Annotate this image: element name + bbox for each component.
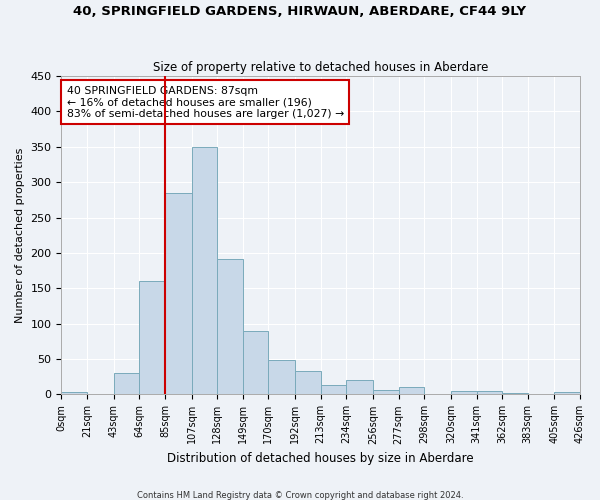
Text: 40, SPRINGFIELD GARDENS, HIRWAUN, ABERDARE, CF44 9LY: 40, SPRINGFIELD GARDENS, HIRWAUN, ABERDA… (73, 5, 527, 18)
Bar (554, 392, 580, 394)
Bar (139, 281, 165, 394)
Bar (268, 360, 295, 394)
Bar (502, 393, 527, 394)
Bar (165, 193, 191, 394)
Bar (217, 258, 243, 394)
Bar (321, 385, 346, 394)
Bar (451, 391, 476, 394)
Bar (373, 390, 398, 394)
Bar (476, 391, 502, 394)
Bar (398, 386, 424, 394)
Title: Size of property relative to detached houses in Aberdare: Size of property relative to detached ho… (153, 60, 488, 74)
Text: Contains HM Land Registry data © Crown copyright and database right 2024.: Contains HM Land Registry data © Crown c… (137, 490, 463, 500)
X-axis label: Distribution of detached houses by size in Aberdare: Distribution of detached houses by size … (167, 452, 474, 465)
Bar (243, 331, 268, 394)
Bar (61, 392, 87, 394)
Bar (191, 147, 217, 394)
Bar (114, 373, 139, 394)
Bar (346, 380, 373, 394)
Bar (295, 371, 321, 394)
Y-axis label: Number of detached properties: Number of detached properties (15, 148, 25, 323)
Text: 40 SPRINGFIELD GARDENS: 87sqm
← 16% of detached houses are smaller (196)
83% of : 40 SPRINGFIELD GARDENS: 87sqm ← 16% of d… (67, 86, 344, 119)
